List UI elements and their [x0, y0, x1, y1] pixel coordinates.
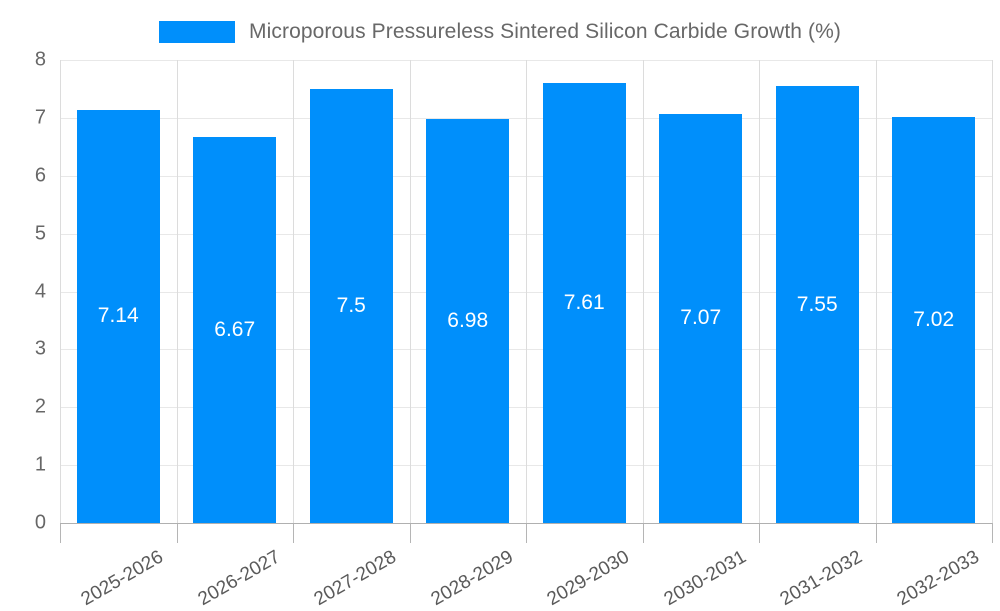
bar-column[interactable]: 6.67: [193, 136, 277, 523]
y-axis-tick-label: 0: [34, 511, 46, 534]
bar[interactable]: [193, 136, 277, 523]
legend-label: Microporous Pressureless Sintered Silico…: [249, 20, 841, 43]
y-axis-tick-label: 4: [34, 280, 46, 302]
x-axis-tick-label: 2028-2029: [427, 546, 517, 611]
x-axis: 2025-2026 2026-2027 2027-2028 2028-2029 2029…: [60, 523, 992, 610]
x-axis-line: [60, 523, 992, 524]
bar-column[interactable]: 7.61: [542, 82, 626, 523]
y-axis-tick-label: 3: [34, 337, 46, 360]
x-axis-tick-label: 2027-2028: [311, 546, 401, 611]
bar[interactable]: [542, 82, 626, 523]
x-axis-tick-mark: [643, 523, 644, 543]
x-axis-tick-mark: [60, 523, 61, 543]
y-axis: 8 7 6 5 4 3 2 1 0: [0, 0, 60, 600]
bar[interactable]: [892, 116, 976, 523]
y-axis-tick-label: 6: [34, 164, 46, 187]
legend-color-marker: [159, 21, 236, 43]
bar-column[interactable]: 6.98: [426, 119, 510, 523]
y-axis-tick-label: 2: [34, 395, 46, 418]
x-axis-tick-mark: [876, 523, 877, 543]
x-axis-tick-label: 2032-2033: [893, 546, 983, 611]
bar-series: 7.14 6.67 7.5 6.98 7.61 7.07 7.55 7.02: [60, 60, 992, 523]
x-axis-tick-mark: [992, 523, 993, 543]
bar-column[interactable]: 7.55: [775, 86, 859, 523]
bar[interactable]: [76, 109, 160, 523]
vertical-gridline: [177, 60, 178, 523]
chart-legend: Microporous Pressureless Sintered Silico…: [0, 12, 1000, 52]
bar[interactable]: [659, 113, 743, 523]
bar[interactable]: [309, 88, 393, 523]
vertical-gridline: [410, 60, 411, 523]
y-axis-tick-label: 8: [34, 48, 46, 71]
y-axis-tick-label: 7: [34, 106, 46, 129]
y-axis-tick-label: 5: [34, 222, 46, 245]
bar-column[interactable]: 7.5: [309, 88, 393, 523]
x-axis-tick-label: 2025-2026: [78, 546, 168, 611]
y-axis-tick-label: 1: [34, 453, 46, 476]
vertical-gridline: [643, 60, 644, 523]
bar[interactable]: [775, 86, 859, 523]
bar-column[interactable]: 7.02: [892, 116, 976, 523]
vertical-gridline: [526, 60, 527, 523]
bar-column[interactable]: 7.14: [76, 109, 160, 523]
x-axis-tick-mark: [759, 523, 760, 543]
x-axis-tick-mark: [526, 523, 527, 543]
x-axis-tick-label: 2026-2027: [194, 546, 284, 611]
x-axis-tick-mark: [177, 523, 178, 543]
vertical-gridline: [759, 60, 760, 523]
vertical-gridline: [992, 60, 993, 523]
x-axis-tick-label: 2031-2032: [777, 546, 867, 611]
vertical-gridline: [293, 60, 294, 523]
bar-column[interactable]: 7.07: [659, 113, 743, 523]
x-axis-tick-label: 2029-2030: [544, 546, 634, 611]
bar[interactable]: [426, 119, 510, 523]
legend-item[interactable]: Microporous Pressureless Sintered Silico…: [159, 20, 841, 44]
x-axis-tick-label: 2030-2031: [660, 546, 750, 611]
plot-area: 7.14 6.67 7.5 6.98 7.61 7.07 7.55 7.02: [60, 60, 993, 543]
vertical-gridline: [60, 60, 61, 523]
x-axis-tick-mark: [293, 523, 294, 543]
vertical-gridline: [876, 60, 877, 523]
x-axis-tick-mark: [410, 523, 411, 543]
